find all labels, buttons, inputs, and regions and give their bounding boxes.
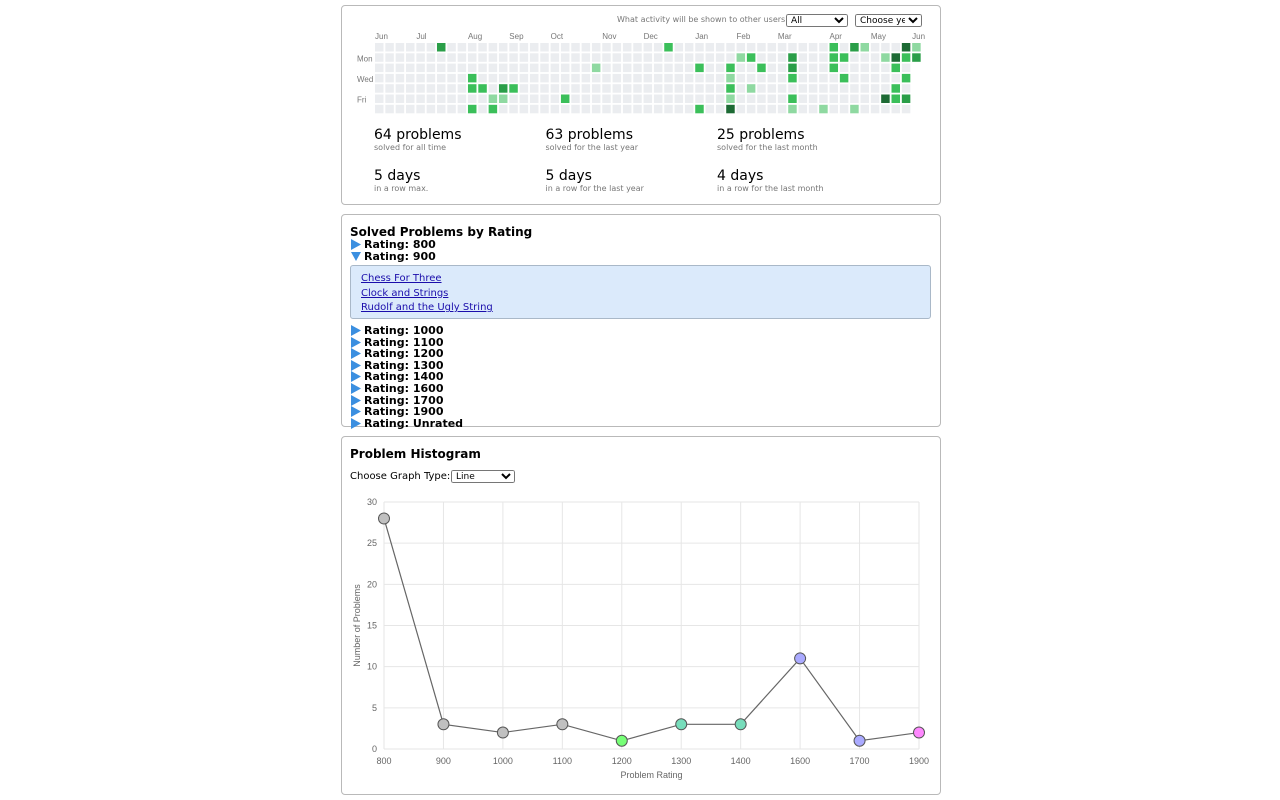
rating-toggle[interactable]: Rating: 800 — [350, 238, 931, 252]
rating-toggle[interactable]: Rating: Unrated — [350, 416, 931, 430]
rating-toggle[interactable]: Rating: 1200 — [350, 347, 931, 361]
toggle-arrow — [351, 324, 361, 336]
toggle-arrow — [351, 382, 361, 394]
ratings-list: Rating: 800 Rating: 900 Chess For Three Clo… — [350, 238, 931, 430]
toggle-arrow — [351, 251, 361, 261]
toggle-icon — [351, 348, 361, 360]
histogram-panel — [341, 436, 941, 795]
problem-row: Chess For Three — [361, 270, 920, 285]
toggle-arrow — [351, 394, 361, 406]
rating-toggle[interactable]: Rating: 1100 — [350, 335, 931, 349]
problem-link[interactable]: Rudolf and the Ugly String — [361, 302, 493, 314]
year-select[interactable]: Choose year — [855, 14, 922, 27]
visibility-select[interactable]: All — [786, 14, 848, 27]
rating-toggle[interactable]: Rating: 1000 — [350, 323, 931, 337]
problem-link[interactable]: Chess For Three — [361, 273, 442, 285]
rating-label: Rating: 1200 — [364, 347, 444, 361]
graph-type-select[interactable]: Line — [451, 470, 515, 483]
stat-value: 63 problems — [545, 127, 634, 143]
stat-caption: solved for the last year — [545, 143, 639, 152]
rating-label: Rating: Unrated — [364, 416, 464, 430]
rating-toggle[interactable]: Rating: 1900 — [350, 405, 931, 419]
toggle-icon — [351, 382, 361, 394]
stat-caption: in a row max. — [374, 184, 429, 193]
toggle-icon — [351, 239, 361, 251]
toggle-icon — [351, 406, 361, 418]
toggle-arrow — [351, 406, 361, 418]
chart-title: Problem Histogram — [350, 447, 481, 461]
problem-link[interactable]: Clock and Strings — [361, 287, 449, 299]
toggle-icon — [351, 251, 361, 261]
rating-label: Rating: 800 — [364, 238, 436, 252]
toggle-icon — [351, 417, 361, 429]
toggle-arrow — [351, 359, 361, 371]
toggle-icon — [351, 371, 361, 383]
problem-row: Rudolf and the Ugly String — [361, 299, 920, 314]
stat-caption: in a row for the last month — [717, 184, 824, 193]
graph-type-label: Choose Graph Type: — [350, 471, 451, 482]
toggle-arrow — [351, 371, 361, 383]
toggle-arrow — [351, 417, 361, 429]
rating-toggle[interactable]: Rating: 900 — [350, 249, 931, 263]
activity-panel — [341, 5, 941, 205]
rating-toggle[interactable]: Rating: 1700 — [350, 393, 931, 407]
rating-label: Rating: 1300 — [364, 358, 444, 372]
stat-value: 5 days — [545, 168, 592, 184]
stat-caption: in a row for the last year — [545, 184, 644, 193]
toggle-icon — [351, 359, 361, 371]
toggle-icon — [351, 324, 361, 336]
rating-label: Rating: 1400 — [364, 370, 444, 384]
stat-value: 4 days — [717, 168, 764, 184]
stat-caption: solved for the last month — [717, 143, 818, 152]
rating-label: Rating: 1100 — [364, 335, 444, 349]
rating-label: Rating: 900 — [364, 249, 436, 263]
stat-value: 5 days — [374, 168, 421, 184]
rating-toggle[interactable]: Rating: 1300 — [350, 358, 931, 372]
rating-label: Rating: 1000 — [364, 323, 444, 337]
problem-box: Chess For Three Clock and Strings Rudolf a… — [350, 265, 931, 319]
toggle-icon — [351, 394, 361, 406]
rating-toggle[interactable]: Rating: 1600 — [350, 381, 931, 395]
visibility-label: What activity will be shown to other use… — [617, 15, 788, 24]
ratings-panel — [341, 214, 941, 427]
rating-label: Rating: 1900 — [364, 405, 444, 419]
rating-label: Rating: 1600 — [364, 381, 444, 395]
ratings-title: Solved Problems by Rating — [350, 225, 533, 239]
stat-value: 64 problems — [374, 127, 462, 143]
toggle-arrow — [351, 239, 361, 251]
toggle-arrow — [351, 348, 361, 360]
toggle-arrow — [351, 336, 361, 348]
problem-row: Clock and Strings — [361, 285, 920, 300]
stat-caption: solved for all time — [374, 143, 447, 152]
rating-toggle[interactable]: Rating: 1400 — [350, 370, 931, 384]
stat-value: 25 problems — [717, 127, 805, 143]
toggle-icon — [351, 336, 361, 348]
rating-label: Rating: 1700 — [364, 393, 444, 407]
